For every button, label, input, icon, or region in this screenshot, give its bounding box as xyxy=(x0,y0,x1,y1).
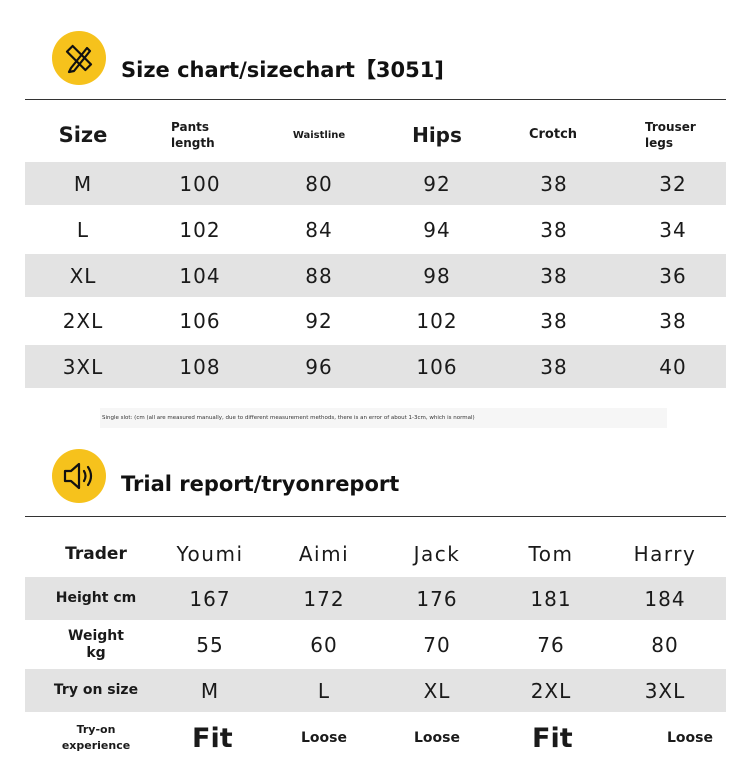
header-trouser-legs: Trouser legs xyxy=(645,120,696,150)
weight-cell: 55 xyxy=(196,632,224,657)
size-chart-header-row: Size Pants length Waistline Hips Crotch … xyxy=(25,110,726,160)
weight-cell: 80 xyxy=(651,632,679,657)
height-cell: 176 xyxy=(416,586,458,611)
pants-length-cell: 104 xyxy=(179,263,221,288)
size-row: M 100 80 92 38 32 xyxy=(25,162,726,205)
trial-row-size: Try on size M L XL 2XL 3XL xyxy=(25,669,726,712)
experience-cell: Loose xyxy=(414,730,460,746)
trial-header-row: Trader Youmi Aimi Jack Tom Harry xyxy=(25,532,726,576)
row-label: Height cm xyxy=(55,590,137,606)
try-size-cell: XL xyxy=(423,678,451,703)
header-trader: Trader xyxy=(65,544,127,564)
row-label: Weight kg xyxy=(68,627,124,661)
row-label: Try-on experience xyxy=(61,723,131,752)
tester-name: Aimi xyxy=(298,542,350,566)
crotch-cell: 38 xyxy=(540,263,568,288)
try-size-cell: L xyxy=(317,678,331,703)
trouser-legs-cell: 40 xyxy=(659,354,687,379)
waistline-cell: 92 xyxy=(305,308,333,333)
size-chart-divider xyxy=(25,99,726,100)
trial-row-height: Height cm 167 172 176 181 184 xyxy=(25,577,726,620)
crotch-cell: 38 xyxy=(540,171,568,196)
header-pants-length: Pants length xyxy=(171,120,215,150)
pants-length-cell: 102 xyxy=(179,217,221,242)
size-row: XL 104 88 98 38 36 xyxy=(25,254,726,297)
trouser-legs-cell: 34 xyxy=(659,217,687,242)
hips-cell: 94 xyxy=(423,217,451,242)
weight-cell: 76 xyxy=(537,632,565,657)
hips-cell: 98 xyxy=(423,263,451,288)
size-cell: 3XL xyxy=(62,354,104,379)
hips-cell: 92 xyxy=(423,171,451,196)
size-row: 2XL 106 92 102 38 38 xyxy=(25,299,726,342)
crotch-cell: 38 xyxy=(540,217,568,242)
size-chart-title: Size chart/sizechart【3051] xyxy=(121,58,444,82)
weight-cell: 60 xyxy=(310,632,338,657)
size-row: L 102 84 94 38 34 xyxy=(25,208,726,251)
size-cell: M xyxy=(73,171,93,196)
size-cell: L xyxy=(76,217,90,242)
waistline-cell: 84 xyxy=(305,217,333,242)
pants-length-cell: 100 xyxy=(179,171,221,196)
speaker-icon xyxy=(63,462,93,490)
trial-report-divider xyxy=(25,516,726,517)
tester-name: Tom xyxy=(528,542,574,566)
height-cell: 181 xyxy=(530,586,572,611)
ruler-pencil-icon xyxy=(65,44,93,74)
header-hips: Hips xyxy=(412,123,462,147)
measurement-note: Single slot: (cm (all are measured manua… xyxy=(100,408,667,428)
ruler-pencil-icon-badge xyxy=(52,31,106,85)
header-waistline: Waistline xyxy=(292,129,346,141)
experience-cell: Fit xyxy=(192,722,233,754)
experience-cell: Loose xyxy=(667,730,713,746)
size-row: 3XL 108 96 106 38 40 xyxy=(25,345,726,388)
row-label: Try on size xyxy=(53,682,139,698)
size-cell: 2XL xyxy=(62,308,104,333)
height-cell: 172 xyxy=(303,586,345,611)
trial-row-weight: Weight kg 55 60 70 76 80 xyxy=(25,623,726,666)
waistline-cell: 96 xyxy=(305,354,333,379)
header-crotch: Crotch xyxy=(528,127,578,142)
height-cell: 167 xyxy=(189,586,231,611)
experience-cell: Loose xyxy=(301,730,347,746)
crotch-cell: 38 xyxy=(540,354,568,379)
try-size-cell: 3XL xyxy=(644,678,686,703)
waistline-cell: 80 xyxy=(305,171,333,196)
tester-name: Jack xyxy=(413,542,461,566)
size-cell: XL xyxy=(69,263,97,288)
crotch-cell: 38 xyxy=(540,308,568,333)
trial-row-experience: Try-on experience Fit Loose Loose Fit Lo… xyxy=(25,715,726,761)
height-cell: 184 xyxy=(644,586,686,611)
header-size: Size xyxy=(58,123,108,147)
experience-cell: Fit xyxy=(532,722,573,754)
waistline-cell: 88 xyxy=(305,263,333,288)
trouser-legs-cell: 38 xyxy=(659,308,687,333)
trouser-legs-cell: 36 xyxy=(659,263,687,288)
hips-cell: 106 xyxy=(416,354,458,379)
try-size-cell: M xyxy=(200,678,220,703)
pants-length-cell: 106 xyxy=(179,308,221,333)
trial-report-title: Trial report/tryonreport xyxy=(121,472,400,496)
pants-length-cell: 108 xyxy=(179,354,221,379)
hips-cell: 102 xyxy=(416,308,458,333)
try-size-cell: 2XL xyxy=(530,678,572,703)
trouser-legs-cell: 32 xyxy=(659,171,687,196)
tester-name: Youmi xyxy=(176,542,244,566)
tester-name: Harry xyxy=(633,542,697,566)
weight-cell: 70 xyxy=(423,632,451,657)
speaker-icon-badge xyxy=(52,449,106,503)
